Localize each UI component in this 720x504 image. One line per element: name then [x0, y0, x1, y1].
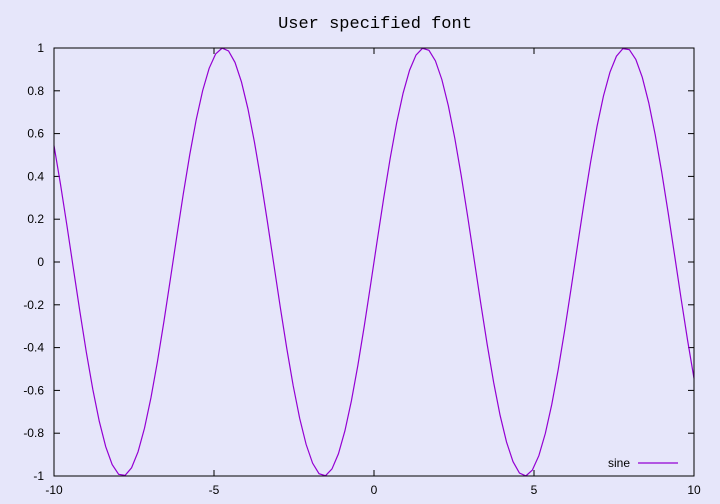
- y-tick-label: 1: [37, 41, 44, 55]
- y-tick-label: -0.4: [23, 341, 44, 355]
- ticks: -10 -5 0 5 10 -1 -0.8 -0.6 -0.4 -0.2 0 0.2 0.4 0.6 0.8…: [23, 41, 701, 497]
- series-line-sine: [53, 47, 695, 477]
- x-tick-label: -5: [209, 483, 220, 497]
- series-layer: [53, 47, 695, 477]
- x-tick-label: 5: [531, 483, 538, 497]
- x-tick-label: 10: [687, 483, 701, 497]
- x-tick-label: -10: [45, 483, 63, 497]
- y-tick-label: 0.8: [27, 84, 44, 98]
- chart-title: User specified font: [278, 15, 472, 34]
- y-tick-label: 0.6: [27, 127, 44, 141]
- legend-label: sine: [608, 456, 630, 470]
- y-tick-label: -1: [33, 469, 44, 483]
- plot-frame: [53, 47, 695, 477]
- y-tick-label: -0.2: [23, 298, 44, 312]
- x-tick-label: 0: [371, 483, 378, 497]
- legend: sine: [608, 456, 678, 470]
- y-tick-label: -0.8: [23, 426, 44, 440]
- y-tick-label: 0.2: [27, 212, 44, 226]
- y-tick-label: 0.4: [27, 169, 44, 183]
- y-tick-label: 0: [37, 255, 44, 269]
- y-tick-label: -0.6: [23, 383, 44, 397]
